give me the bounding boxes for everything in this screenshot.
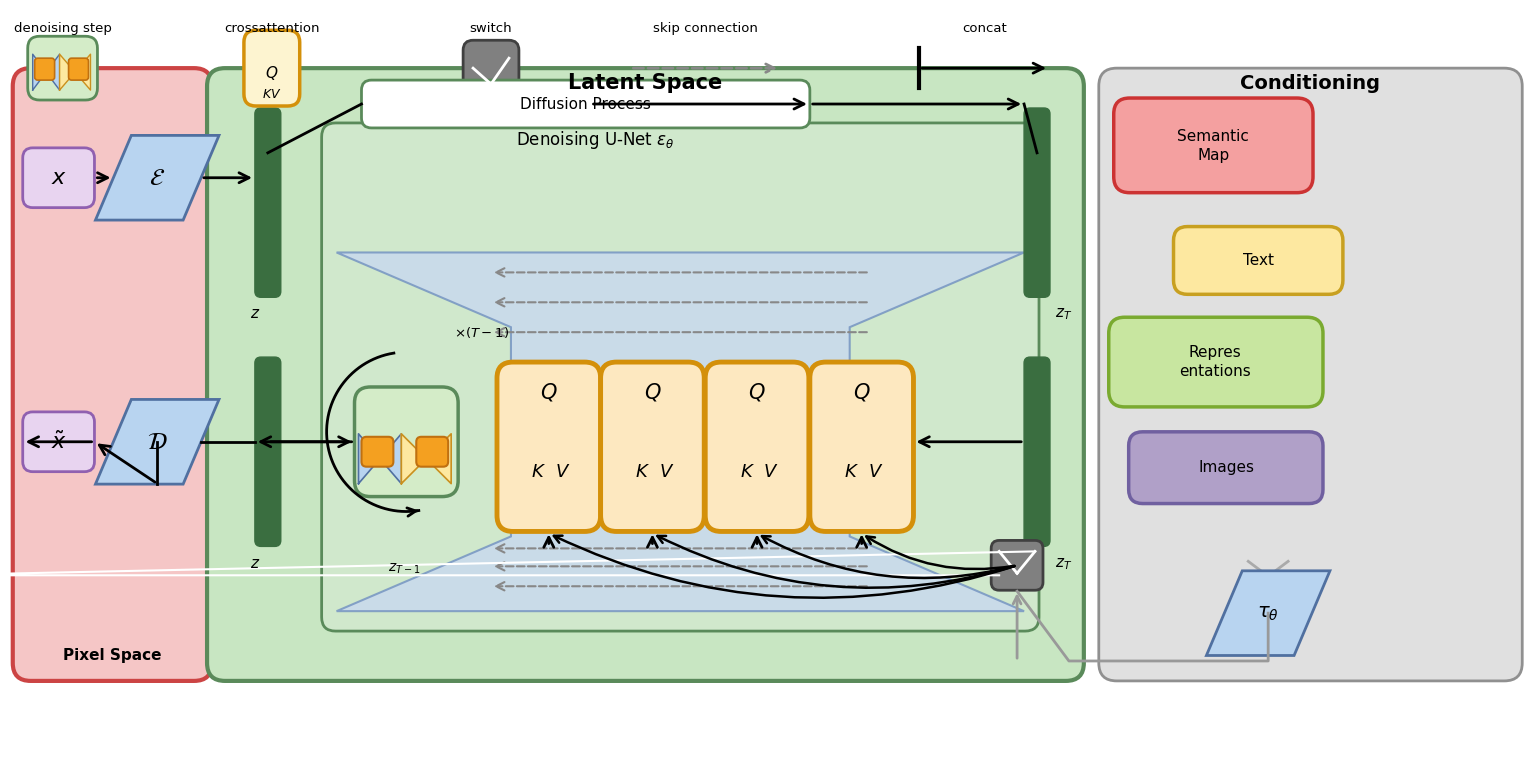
FancyBboxPatch shape bbox=[12, 68, 212, 681]
Polygon shape bbox=[60, 54, 91, 90]
Polygon shape bbox=[336, 252, 1025, 611]
Text: Diffusion Process: Diffusion Process bbox=[521, 97, 651, 111]
Text: $K$: $K$ bbox=[739, 463, 754, 481]
FancyBboxPatch shape bbox=[321, 123, 1038, 631]
FancyBboxPatch shape bbox=[809, 362, 914, 531]
Text: Semantic
Map: Semantic Map bbox=[1178, 129, 1249, 162]
Text: $Q$: $Q$ bbox=[266, 64, 278, 82]
Text: $\mathcal{D}$: $\mathcal{D}$ bbox=[147, 430, 167, 454]
Polygon shape bbox=[401, 434, 452, 484]
Text: switch: switch bbox=[470, 22, 513, 35]
Text: $Q$: $Q$ bbox=[644, 381, 660, 403]
FancyBboxPatch shape bbox=[361, 80, 809, 128]
Text: Repres
entations: Repres entations bbox=[1180, 345, 1252, 379]
Text: $KV$: $KV$ bbox=[263, 88, 281, 101]
Text: $z_T$: $z_T$ bbox=[1055, 556, 1072, 572]
FancyBboxPatch shape bbox=[361, 437, 393, 466]
FancyBboxPatch shape bbox=[464, 40, 519, 96]
Text: denoising step: denoising step bbox=[14, 22, 112, 35]
FancyBboxPatch shape bbox=[705, 362, 809, 531]
Text: $x$: $x$ bbox=[51, 168, 66, 187]
Text: $V$: $V$ bbox=[763, 463, 779, 481]
FancyBboxPatch shape bbox=[355, 387, 458, 497]
FancyBboxPatch shape bbox=[1174, 226, 1342, 294]
Text: $\times(T-1)$: $\times(T-1)$ bbox=[453, 325, 508, 340]
Text: $z_T$: $z_T$ bbox=[1055, 306, 1072, 322]
Text: $\tilde{x}$: $\tilde{x}$ bbox=[51, 431, 66, 453]
FancyBboxPatch shape bbox=[23, 412, 95, 472]
Text: Denoising U-Net $\epsilon_\theta$: Denoising U-Net $\epsilon_\theta$ bbox=[516, 129, 674, 151]
FancyBboxPatch shape bbox=[23, 148, 95, 207]
Polygon shape bbox=[32, 54, 60, 90]
Polygon shape bbox=[1206, 571, 1330, 655]
Text: $Q$: $Q$ bbox=[852, 381, 871, 403]
Text: $V$: $V$ bbox=[868, 463, 883, 481]
Text: Conditioning: Conditioning bbox=[1240, 74, 1379, 93]
FancyBboxPatch shape bbox=[991, 540, 1043, 591]
FancyBboxPatch shape bbox=[255, 108, 281, 297]
Text: Images: Images bbox=[1198, 460, 1255, 475]
Text: skip connection: skip connection bbox=[653, 22, 757, 35]
FancyBboxPatch shape bbox=[1109, 317, 1322, 407]
FancyBboxPatch shape bbox=[416, 437, 449, 466]
FancyBboxPatch shape bbox=[244, 30, 300, 106]
Text: $\tau_\theta$: $\tau_\theta$ bbox=[1258, 604, 1279, 623]
Text: $z_{T-1}$: $z_{T-1}$ bbox=[389, 562, 421, 576]
Text: $z$: $z$ bbox=[250, 556, 260, 572]
Text: concat: concat bbox=[962, 22, 1006, 35]
Text: $V$: $V$ bbox=[659, 463, 674, 481]
FancyBboxPatch shape bbox=[35, 58, 55, 80]
Polygon shape bbox=[95, 136, 220, 220]
FancyBboxPatch shape bbox=[1098, 68, 1522, 681]
Text: $\mathcal{E}$: $\mathcal{E}$ bbox=[149, 166, 166, 190]
FancyBboxPatch shape bbox=[1025, 357, 1051, 546]
FancyBboxPatch shape bbox=[1114, 98, 1313, 193]
Text: $Q$: $Q$ bbox=[541, 381, 558, 403]
Polygon shape bbox=[358, 434, 401, 484]
FancyBboxPatch shape bbox=[498, 362, 601, 531]
FancyBboxPatch shape bbox=[255, 357, 281, 546]
Text: $K$: $K$ bbox=[845, 463, 859, 481]
FancyBboxPatch shape bbox=[1129, 432, 1322, 504]
Text: $K$: $K$ bbox=[531, 463, 547, 481]
FancyBboxPatch shape bbox=[1025, 108, 1051, 297]
Text: $Q$: $Q$ bbox=[748, 381, 766, 403]
Text: $V$: $V$ bbox=[554, 463, 570, 481]
Text: crossattention: crossattention bbox=[224, 22, 319, 35]
FancyBboxPatch shape bbox=[28, 37, 97, 100]
Text: Pixel Space: Pixel Space bbox=[63, 648, 161, 663]
FancyBboxPatch shape bbox=[207, 68, 1084, 681]
Text: Latent Space: Latent Space bbox=[568, 73, 722, 93]
Text: $z$: $z$ bbox=[250, 306, 260, 322]
Polygon shape bbox=[95, 399, 220, 484]
Text: Text: Text bbox=[1243, 253, 1273, 268]
FancyBboxPatch shape bbox=[69, 58, 89, 80]
Text: $K$: $K$ bbox=[634, 463, 650, 481]
FancyBboxPatch shape bbox=[601, 362, 703, 531]
